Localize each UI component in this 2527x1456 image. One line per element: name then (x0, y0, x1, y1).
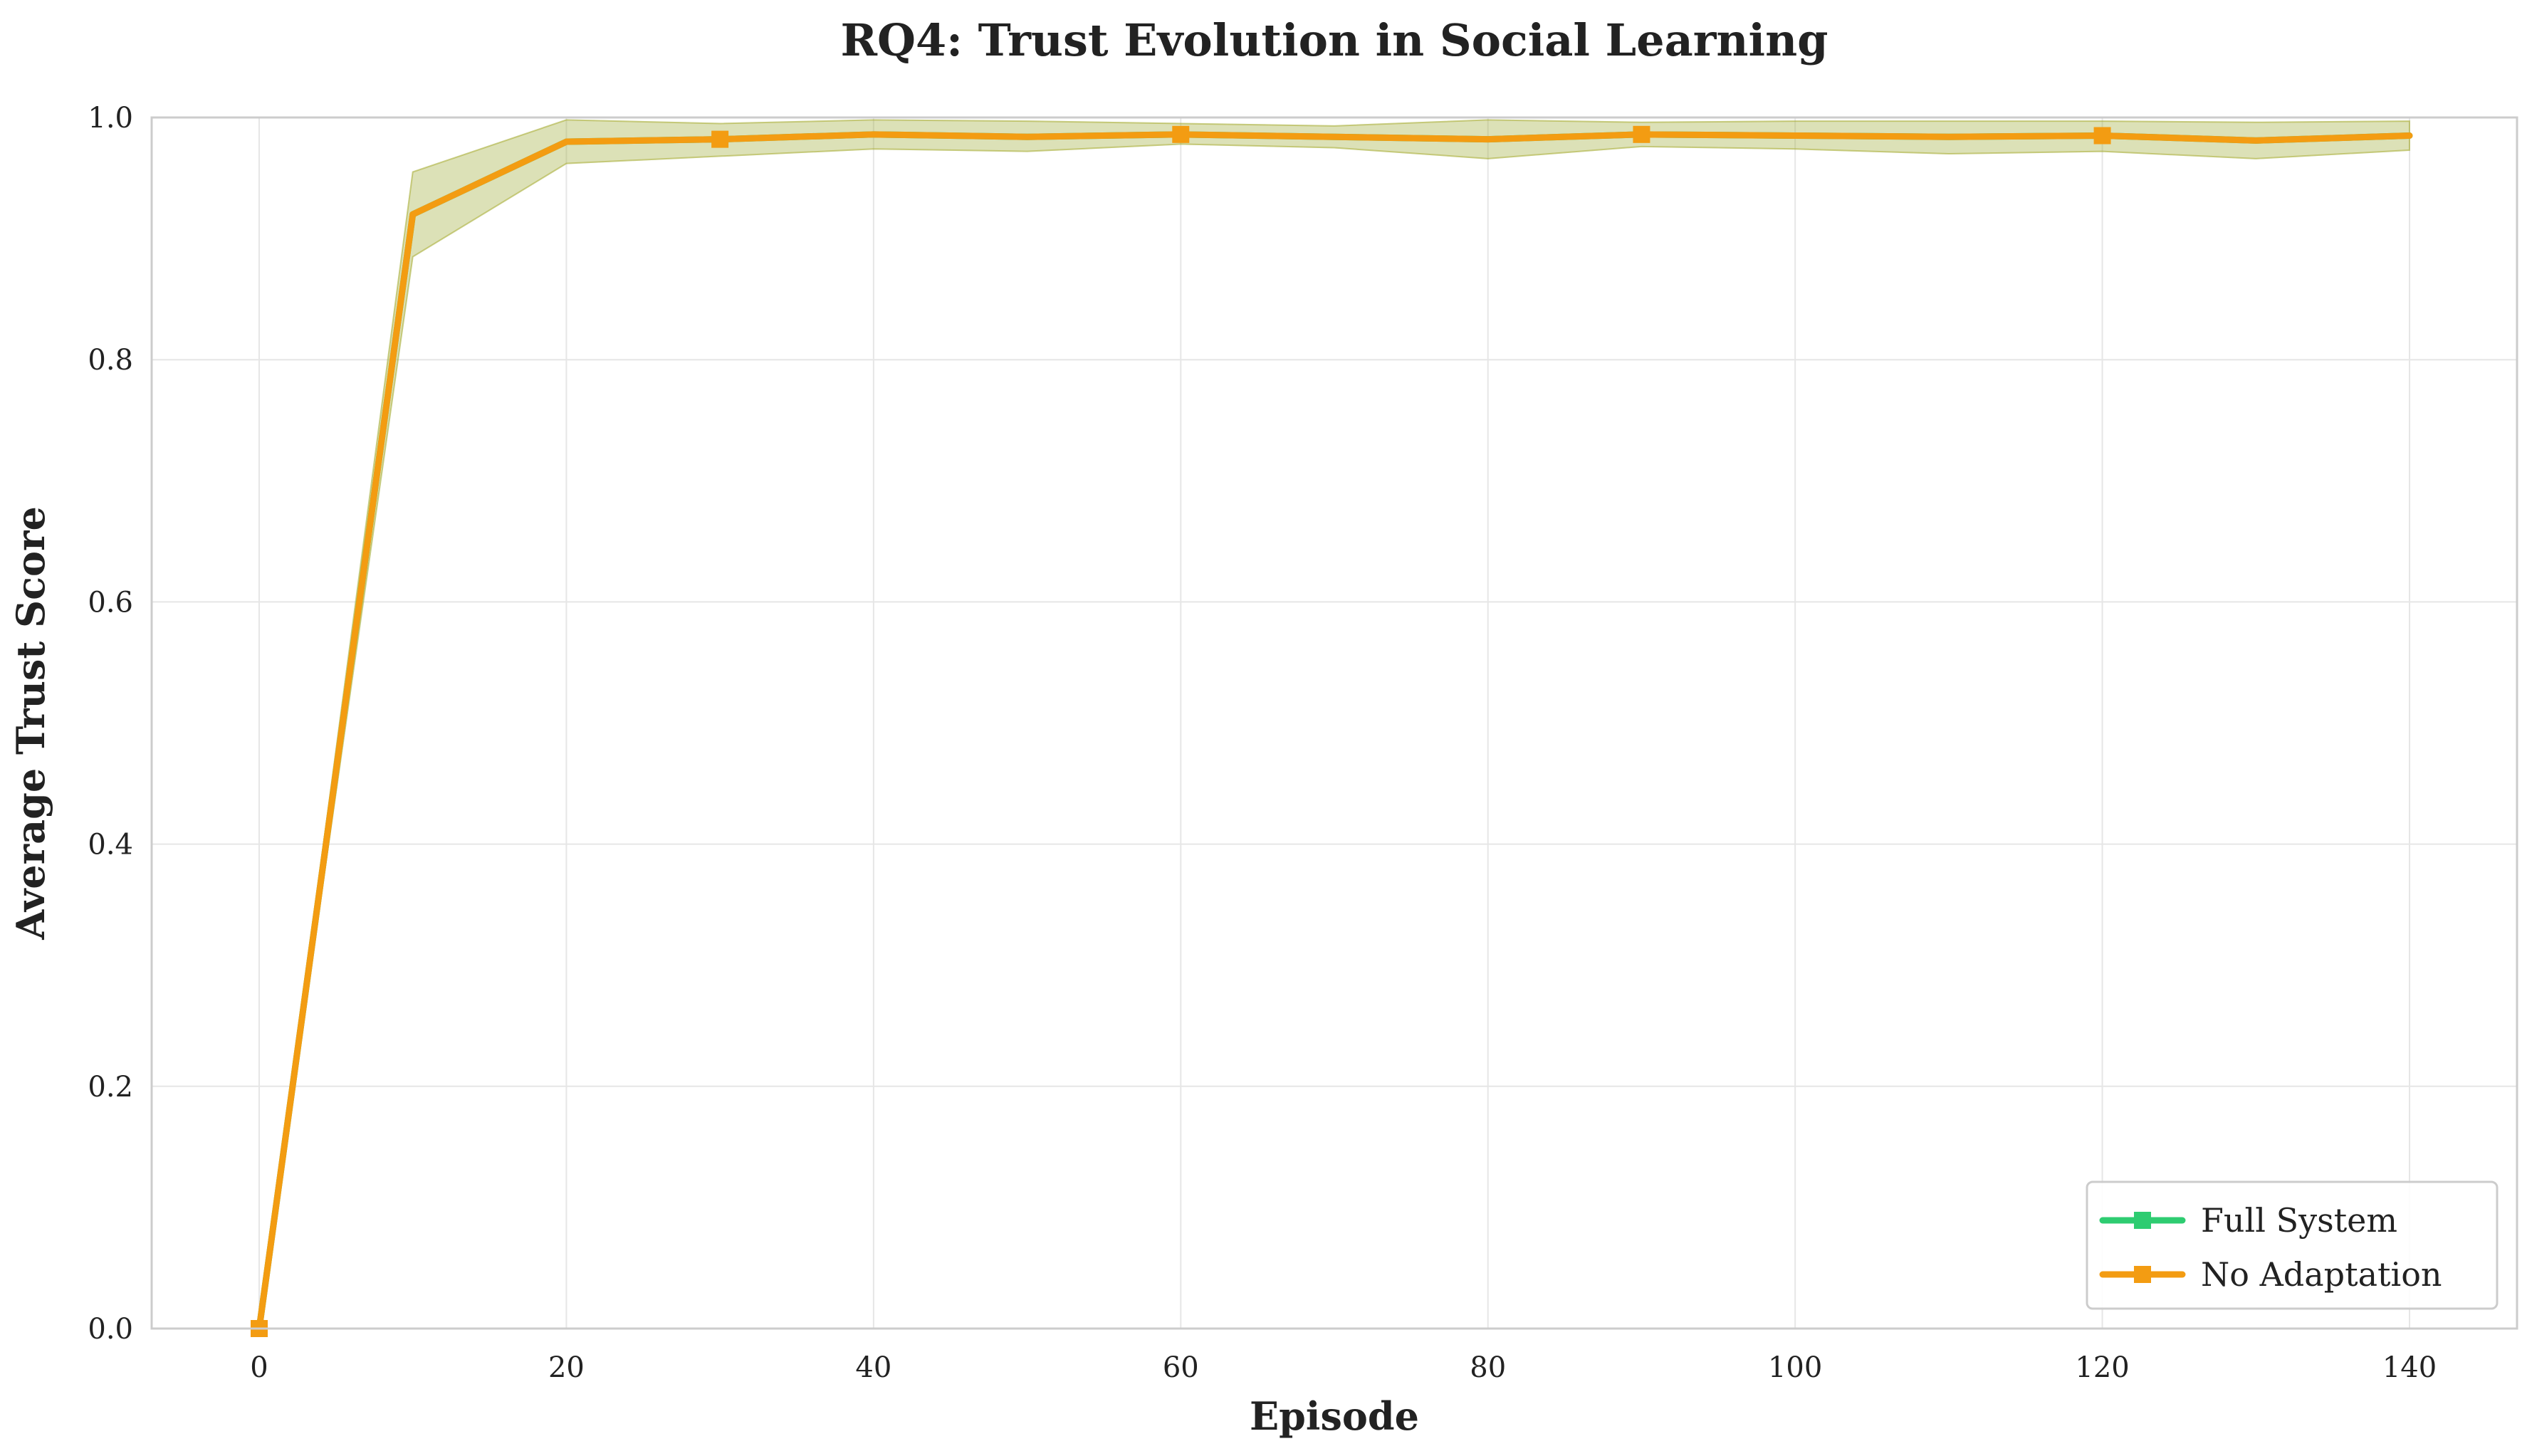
x-tick-label: 60 (1163, 1351, 1199, 1384)
y-axis-title: Average Trust Score (8, 506, 53, 941)
x-axis-title: Episode (1250, 1393, 1419, 1439)
y-tick-label: 1.0 (88, 102, 133, 135)
y-tick-label: 0.2 (88, 1071, 133, 1104)
legend-box (2086, 1180, 2499, 1310)
series-marker-1 (2093, 127, 2111, 145)
x-tick-label: 80 (1470, 1351, 1506, 1384)
series-marker-1 (711, 130, 729, 148)
x-tick-label: 20 (548, 1351, 585, 1384)
x-tick-label: 100 (1768, 1351, 1822, 1384)
series-marker-1 (1633, 125, 1650, 143)
y-tick-label: 0.6 (88, 586, 133, 619)
x-tick-label: 0 (250, 1351, 268, 1384)
legend-swatch-marker (2134, 1212, 2151, 1229)
y-tick-label: 0.0 (88, 1313, 133, 1346)
series-line-1 (256, 131, 2413, 1332)
x-axis-ticks: 0 20 40 60 80 100 120 140 (250, 1351, 2437, 1384)
series-lines (256, 131, 2413, 1332)
legend: Full System No Adaptation (2086, 1180, 2499, 1310)
plot-frame (150, 116, 2518, 1330)
x-tick-label: 40 (855, 1351, 891, 1384)
chart-title: RQ4: Trust Evolution in Social Learning (840, 14, 1828, 66)
series-marker-1 (1172, 125, 1190, 143)
y-axis-ticks: 0.0 0.2 0.4 0.6 0.8 1.0 (88, 102, 133, 1346)
y-tick-label: 0.4 (88, 829, 133, 861)
legend-label: Full System (2201, 1201, 2397, 1240)
y-tick-label: 0.8 (88, 344, 133, 377)
legend-label: No Adaptation (2201, 1255, 2442, 1294)
x-tick-label: 120 (2075, 1351, 2129, 1384)
legend-swatch-marker (2134, 1266, 2151, 1283)
series-markers (251, 125, 2111, 1337)
x-tick-label: 140 (2382, 1351, 2437, 1384)
